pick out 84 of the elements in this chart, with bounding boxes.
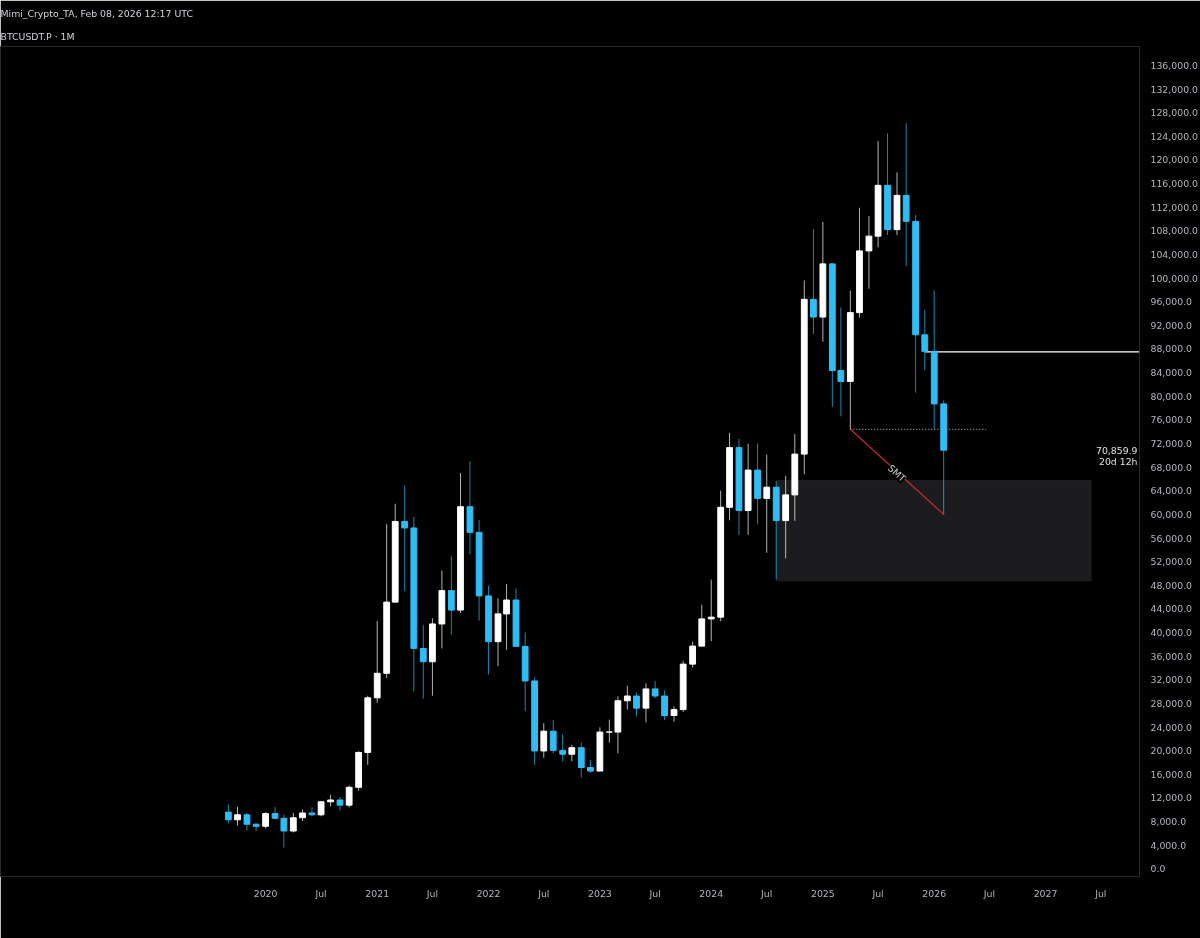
candlestick <box>633 691 640 717</box>
x-tick-label: 2021 <box>365 887 390 899</box>
y-tick-label: 108,000.0 <box>1150 225 1199 237</box>
candlestick <box>670 705 678 723</box>
candlestick <box>763 454 771 554</box>
candlestick <box>605 719 613 744</box>
x-tick-label: Jul <box>982 887 996 899</box>
x-tick-label: Jul <box>537 887 550 899</box>
x-tick-label: 2027 <box>1033 887 1058 899</box>
x-tick-label: Jul <box>314 887 327 899</box>
x-tick-label: 2024 <box>699 887 724 899</box>
candlestick <box>224 803 232 824</box>
candlestick <box>308 806 316 817</box>
chart-subtitle: BTCUSDT.P · 1M <box>0 30 75 42</box>
y-tick-label: 12,000.0 <box>1150 792 1193 804</box>
candlestick <box>865 215 873 290</box>
candlestick <box>345 785 353 808</box>
candlestick <box>661 689 668 721</box>
x-tick-label: Jul <box>1094 887 1107 899</box>
y-tick-label: 20,000.0 <box>1150 745 1193 757</box>
candlestick <box>271 806 279 820</box>
candlestick <box>559 733 567 763</box>
y-tick-label: 112,000.0 <box>1150 201 1199 213</box>
y-tick-label: 4,000.0 <box>1150 839 1187 851</box>
y-tick-label: 76,000.0 <box>1150 414 1193 426</box>
x-tick-label: 2023 <box>588 887 612 899</box>
y-tick-label: 132,000.0 <box>1150 83 1199 95</box>
x-tick-label: 2025 <box>811 887 835 899</box>
y-tick-label: 128,000.0 <box>1150 107 1199 119</box>
candlestick <box>707 579 715 642</box>
y-tick-label: 92,000.0 <box>1150 319 1193 331</box>
x-tick-label: 2022 <box>476 887 501 899</box>
candlestick <box>577 741 585 779</box>
y-tick-label: 48,000.0 <box>1150 579 1193 591</box>
y-tick-label: 24,000.0 <box>1150 721 1193 733</box>
x-tick-label: Jul <box>648 887 661 899</box>
x-tick-label: Jul <box>760 887 773 899</box>
x-tick-label: Jul <box>425 887 439 899</box>
y-tick-label: 124,000.0 <box>1150 130 1199 142</box>
candlestick <box>549 719 557 754</box>
candlestick <box>921 309 929 371</box>
y-tick-label: 88,000.0 <box>1150 343 1193 355</box>
y-tick-label: 100,000.0 <box>1150 272 1199 284</box>
candlestick <box>689 641 697 668</box>
candlestick <box>234 806 241 827</box>
y-tick-label: 8,000.0 <box>1150 816 1187 828</box>
candlestick <box>540 722 548 759</box>
y-tick-label: 56,000.0 <box>1150 532 1193 544</box>
y-tick-label: 32,000.0 <box>1150 674 1193 686</box>
y-tick-label: 72,000.0 <box>1150 437 1193 449</box>
y-tick-label: 28,000.0 <box>1150 697 1193 709</box>
candlestick <box>623 685 631 711</box>
y-tick-label: 44,000.0 <box>1150 603 1193 615</box>
y-tick-label: 116,000.0 <box>1150 178 1199 190</box>
y-tick-label: 52,000.0 <box>1150 556 1193 568</box>
y-tick-label: 104,000.0 <box>1150 248 1199 260</box>
candlestick <box>401 484 409 592</box>
candlestick <box>503 583 510 651</box>
y-tick-label: 68,000.0 <box>1150 461 1193 473</box>
candlestick <box>447 555 455 636</box>
y-tick-label: 40,000.0 <box>1150 627 1193 639</box>
y-tick-label: 84,000.0 <box>1150 367 1193 379</box>
candlestick <box>810 228 817 335</box>
chart-title: Mimi_Crypto_TA, Feb 08, 2026 12:17 UTC <box>0 7 193 19</box>
y-tick-label: 60,000.0 <box>1150 508 1193 520</box>
y-tick-label: 0.0 <box>1150 863 1166 875</box>
candlestick <box>651 680 659 699</box>
y-tick-label: 80,000.0 <box>1150 390 1193 402</box>
annotation: 70,859.9 <box>1095 444 1138 456</box>
y-tick-label: 16,000.0 <box>1150 768 1193 780</box>
y-tick-label: 64,000.0 <box>1150 485 1193 497</box>
y-tick-label: 120,000.0 <box>1150 154 1199 166</box>
annotation: 20d 12h <box>1098 455 1138 467</box>
candlestick <box>642 682 650 723</box>
y-tick-label: 36,000.0 <box>1150 650 1193 662</box>
candlestick <box>280 813 288 849</box>
x-tick-label: 2026 <box>922 887 947 899</box>
y-tick-label: 96,000.0 <box>1150 296 1193 308</box>
x-tick-label: Jul <box>871 887 884 899</box>
y-tick-label: 136,000.0 <box>1150 59 1199 71</box>
x-tick-label: 2020 <box>253 887 278 899</box>
candlestick <box>252 822 260 832</box>
candlestick <box>419 624 427 700</box>
candlestick <box>336 796 344 812</box>
